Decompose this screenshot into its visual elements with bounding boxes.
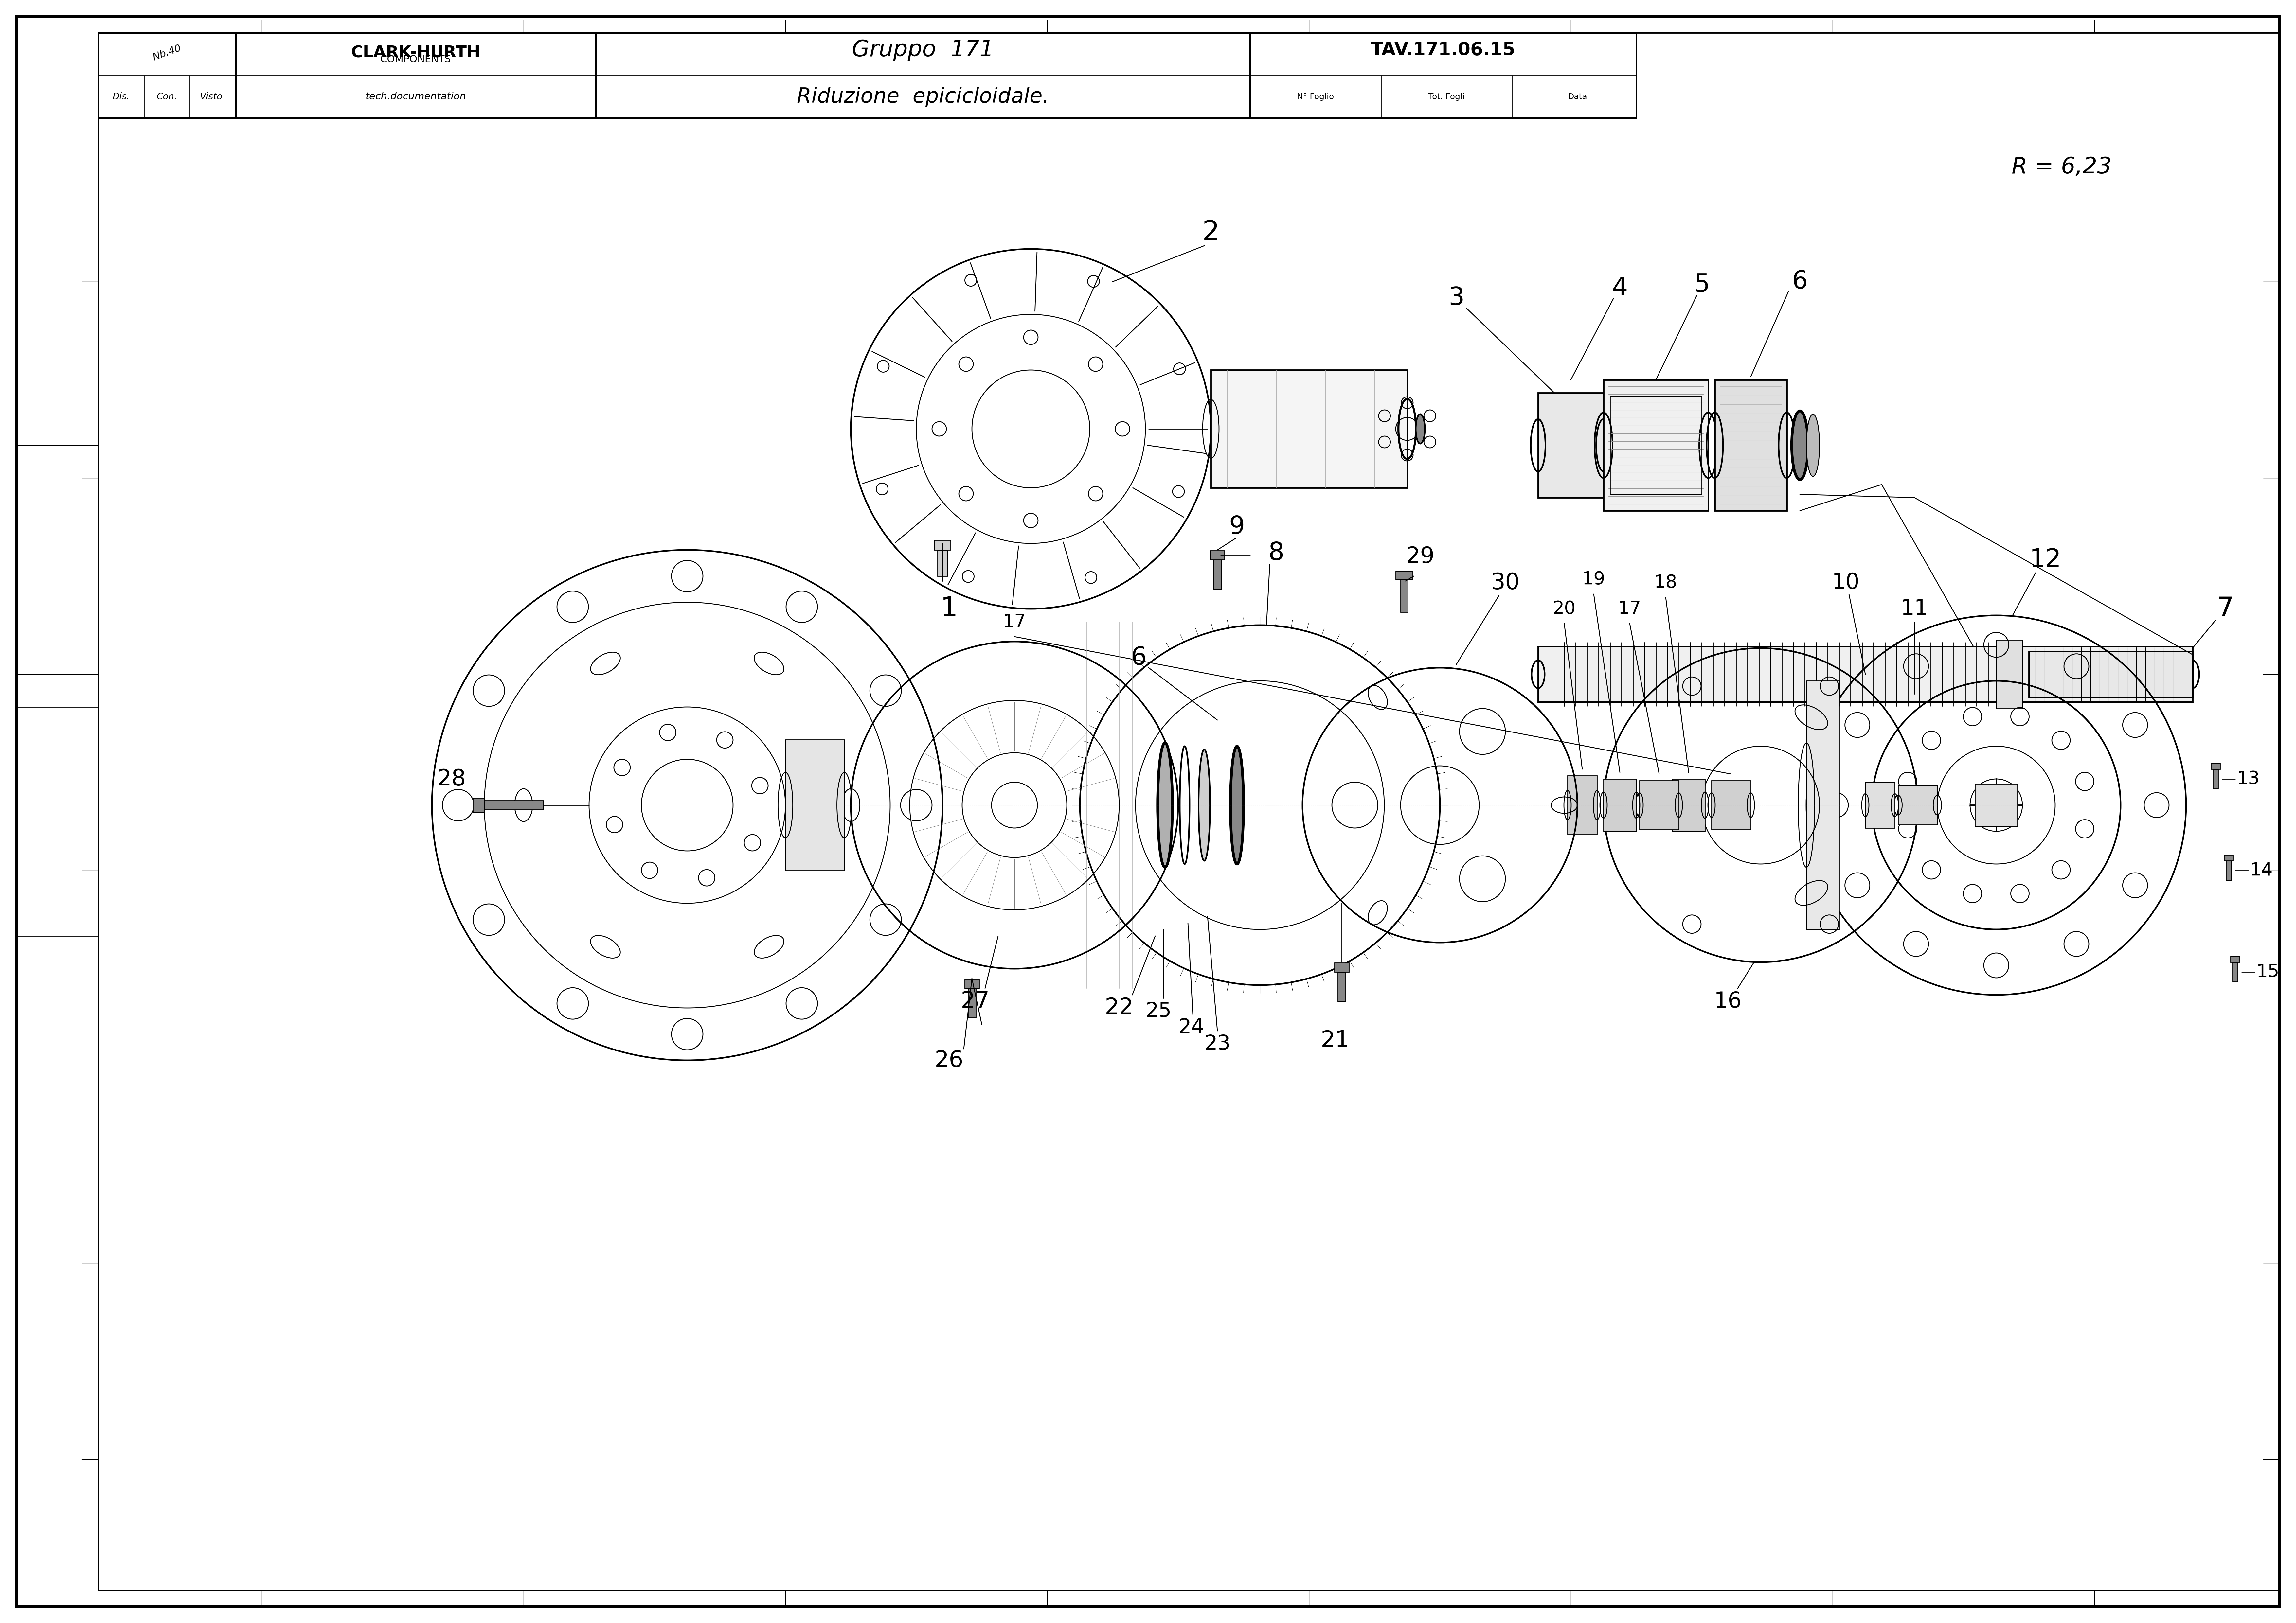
Bar [99, 32, 1637, 118]
Bar [1401, 579, 1407, 612]
Text: 26: 26 [934, 1050, 964, 1071]
Text: Dis.: Dis. [113, 93, 129, 101]
Ellipse shape [1157, 743, 1173, 867]
Text: Gruppo  171: Gruppo 171 [852, 39, 994, 62]
Bar [1603, 779, 1637, 831]
Bar [969, 988, 976, 1018]
Text: N° Foglio: N° Foglio [1297, 93, 1334, 101]
Text: 7: 7 [2216, 596, 2234, 622]
Ellipse shape [1791, 411, 1807, 480]
Bar [1334, 962, 1350, 972]
Text: 28: 28 [436, 768, 466, 790]
Ellipse shape [1807, 414, 1818, 476]
Text: 5: 5 [1694, 273, 1711, 297]
Bar [99, 32, 236, 118]
Text: Tot. Fogli: Tot. Fogli [1428, 93, 1465, 101]
Text: tech.documentation: tech.documentation [365, 93, 466, 102]
Bar [1396, 571, 1412, 579]
Bar [473, 799, 484, 813]
Bar [1864, 782, 1894, 828]
Bar [1671, 779, 1706, 831]
Bar [16, 445, 99, 674]
Ellipse shape [1199, 750, 1210, 860]
Bar [1807, 680, 1839, 930]
Text: 16: 16 [1715, 990, 1743, 1013]
Text: 13: 13 [2236, 771, 2259, 787]
Bar [1210, 550, 1224, 560]
Bar [1639, 781, 1678, 829]
Bar [595, 32, 1249, 118]
Bar [1975, 784, 2018, 826]
Text: 23: 23 [1205, 1034, 1231, 1053]
Text: 15: 15 [2257, 962, 2280, 980]
Text: COMPONENTS: COMPONENTS [381, 55, 450, 63]
Text: R = 6,23: R = 6,23 [2011, 156, 2112, 179]
Bar [1215, 560, 1221, 589]
Bar [1210, 370, 1407, 489]
Bar [1899, 786, 1938, 824]
Text: 6: 6 [1791, 269, 1807, 294]
Text: TAV.171.06.15: TAV.171.06.15 [1371, 41, 1515, 58]
Bar [2229, 956, 2239, 962]
Bar [2225, 860, 2232, 880]
Text: 17: 17 [1619, 601, 1642, 618]
Bar [1603, 380, 1708, 511]
Bar [1568, 776, 1598, 834]
Ellipse shape [1417, 414, 1426, 443]
Text: 25: 25 [1146, 1001, 1171, 1021]
Bar [236, 32, 595, 118]
Text: 2: 2 [1203, 219, 1219, 245]
Text: Con.: Con. [156, 93, 177, 101]
Text: 30: 30 [1490, 571, 1520, 594]
Text: 21: 21 [1320, 1029, 1350, 1052]
Bar [2213, 769, 2218, 789]
Text: 29: 29 [1405, 545, 1435, 568]
Text: Riduzione  epicicloidale.: Riduzione epicicloidale. [797, 86, 1049, 107]
Text: Nb.40: Nb.40 [152, 44, 181, 62]
Ellipse shape [1231, 747, 1244, 863]
Bar [964, 979, 978, 988]
Text: 1: 1 [941, 596, 957, 622]
Bar [1711, 781, 1752, 829]
Text: 12: 12 [2030, 547, 2062, 571]
Text: 24: 24 [1178, 1018, 1203, 1037]
Text: CLARK-HURTH: CLARK-HURTH [351, 45, 480, 60]
Bar [1249, 32, 1637, 118]
Text: 20: 20 [1552, 601, 1575, 618]
Bar [785, 740, 845, 870]
Bar [1715, 380, 1786, 511]
Bar [2225, 855, 2234, 860]
Bar [1538, 393, 1603, 498]
Bar [934, 540, 951, 550]
Bar [1995, 639, 2023, 709]
Text: 4: 4 [1612, 276, 1628, 300]
Bar [2030, 651, 2193, 698]
Bar [2232, 962, 2239, 982]
Bar [484, 800, 544, 810]
Bar [1538, 646, 2193, 703]
Text: 22: 22 [1104, 997, 1134, 1019]
Bar [1609, 396, 1701, 495]
Text: 14: 14 [2250, 862, 2273, 880]
Text: 11: 11 [1901, 597, 1929, 620]
Bar [99, 32, 236, 76]
Bar [16, 708, 99, 936]
Text: 27: 27 [960, 990, 990, 1013]
Text: Visto: Visto [200, 93, 223, 101]
Text: 9: 9 [1228, 514, 1244, 539]
Text: 18: 18 [1653, 575, 1678, 591]
Bar [1339, 972, 1345, 1001]
Text: 6: 6 [1132, 646, 1146, 670]
Text: 3: 3 [1449, 286, 1465, 310]
Text: 8: 8 [1267, 540, 1283, 565]
Text: 17: 17 [1003, 613, 1026, 631]
Text: Data: Data [1568, 93, 1587, 101]
Text: 19: 19 [1582, 571, 1605, 588]
Bar [2211, 763, 2220, 769]
Text: 10: 10 [1832, 571, 1860, 594]
Bar [937, 550, 948, 576]
